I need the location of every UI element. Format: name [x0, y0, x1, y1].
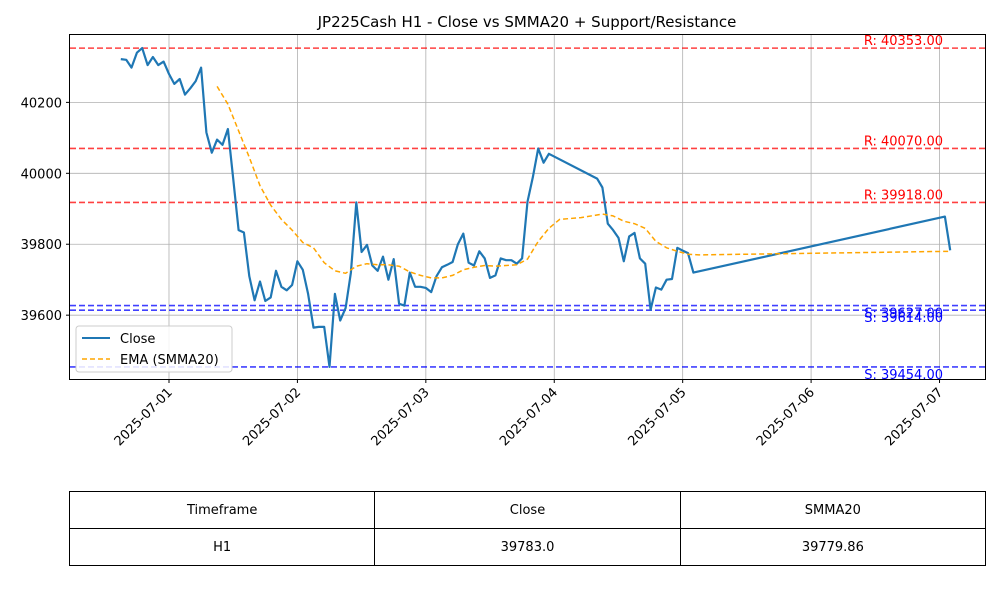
- legend: Close EMA (SMMA20): [75, 325, 233, 373]
- x-tick-label: 2025-07-03: [369, 385, 433, 449]
- y-axis-ticks: 39600 39800 40000 40200: [21, 96, 70, 324]
- close-series-line: [120, 46, 952, 368]
- legend-label-close: Close: [120, 332, 155, 347]
- resistance-label: R: 40353.00: [864, 34, 943, 49]
- x-tick-label: 2025-07-04: [497, 385, 561, 449]
- table-cell: 39783.0: [374, 528, 681, 566]
- x-tick-label: 2025-07-07: [882, 385, 946, 449]
- y-tick-label: 39600: [21, 309, 62, 324]
- resistance-label: R: 40070.00: [864, 134, 943, 149]
- table-row: H1 39783.0 39779.86: [68, 528, 987, 566]
- table-cell: H1: [68, 528, 376, 566]
- table-header-cell: Close: [374, 491, 681, 529]
- y-tick-label: 40200: [21, 96, 62, 111]
- series-lines: [120, 46, 952, 368]
- table-header-row: Timeframe Close SMMA20: [68, 491, 987, 529]
- y-tick-label: 40000: [21, 167, 62, 182]
- table-header-cell: Timeframe: [68, 491, 376, 529]
- support-resistance-levels: R: 40353.00R: 40070.00R: 39918.00S: 3962…: [70, 34, 985, 383]
- grid: [70, 35, 985, 379]
- y-tick-label: 39800: [21, 238, 62, 253]
- plot-frame: [69, 34, 986, 380]
- chart-title: JP225Cash H1 - Close vs SMMA20 + Support…: [317, 13, 737, 31]
- chart: JP225Cash H1 - Close vs SMMA20 + Support…: [21, 13, 986, 449]
- resistance-label: R: 39918.00: [864, 188, 943, 203]
- smma20-series-line: [216, 86, 951, 279]
- x-tick-label: 2025-07-05: [625, 385, 689, 449]
- support-label: S: 39454.00: [864, 368, 943, 383]
- x-tick-label: 2025-07-01: [112, 385, 176, 449]
- legend-box: [75, 325, 233, 373]
- x-tick-label: 2025-07-06: [754, 385, 818, 449]
- legend-label-ema: EMA (SMMA20): [120, 353, 219, 368]
- table-header-cell: SMMA20: [679, 491, 987, 529]
- table-cell: 39779.86: [679, 528, 987, 566]
- support-label: S: 39614.00: [864, 311, 943, 326]
- summary-table: Timeframe Close SMMA20 H1 39783.0 39779.…: [68, 491, 987, 566]
- x-tick-label: 2025-07-02: [240, 385, 304, 449]
- x-axis-ticks: 2025-07-01 2025-07-02 2025-07-03 2025-07-04…: [112, 379, 946, 449]
